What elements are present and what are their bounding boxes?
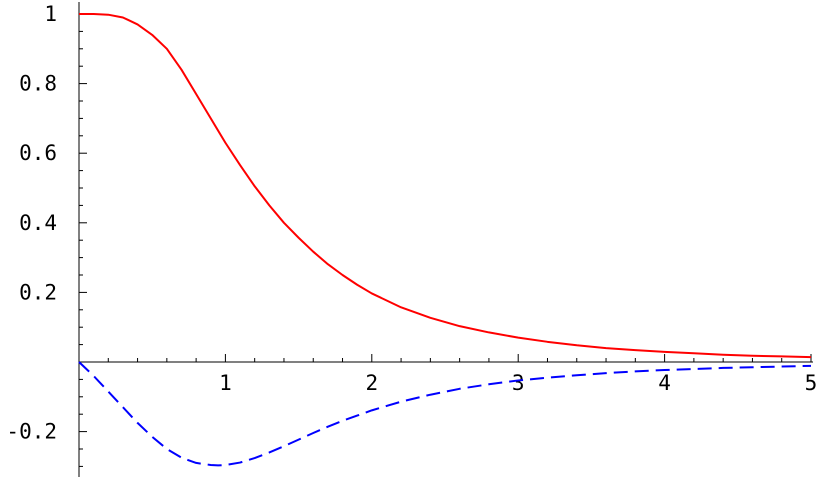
y-tick-label: 0.6 [19,141,57,165]
y-tick-label: 1 [44,2,57,26]
series-lines [78,13,812,467]
y-tick-label: -0.2 [6,420,57,444]
x-tick-label: 4 [658,371,671,395]
x-tick-label: 1 [219,371,232,395]
x-tick-label: 2 [365,371,378,395]
series-line-blue-dashed [78,361,812,467]
y-tick-label: 0.2 [19,280,57,304]
ticks [79,13,812,467]
y-tick-label: 0.4 [19,211,57,235]
axes [78,2,813,477]
series-line-red [79,13,812,359]
y-tick-label: 0.8 [19,72,57,96]
tick-labels: 1 2 3 4 5 1 0.8 0.6 0.4 0.2 -0.2 [6,2,817,444]
x-tick-label: 3 [512,371,525,395]
x-tick-label: 5 [805,371,818,395]
